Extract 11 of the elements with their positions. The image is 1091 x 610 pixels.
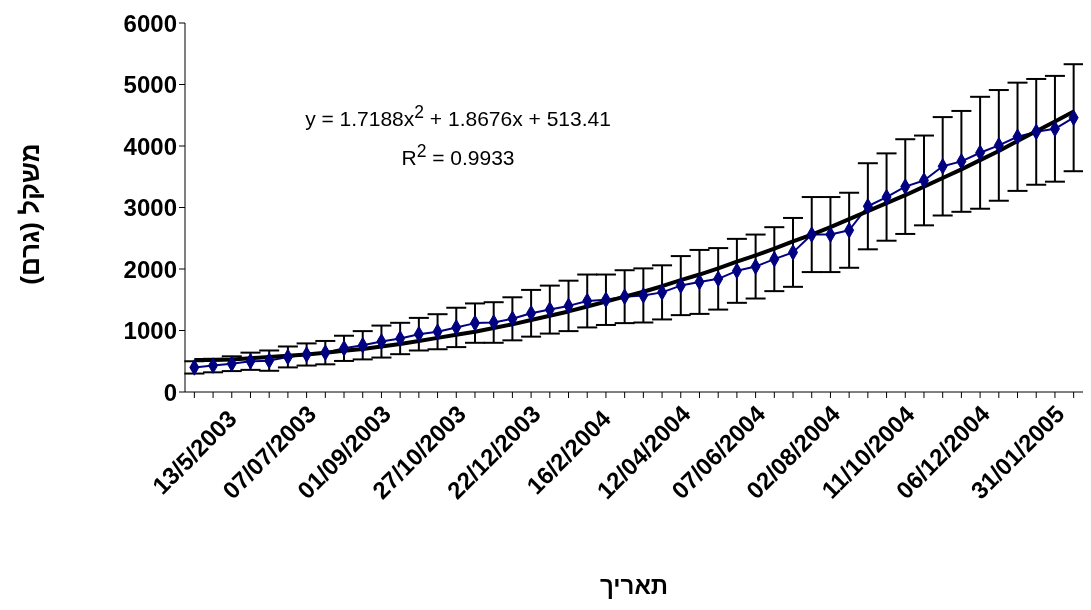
y-tick-label: 3000 xyxy=(123,194,177,222)
annotation: R$^{2}$ = 0.9933 xyxy=(400,140,516,171)
y-tick-label: 5000 xyxy=(123,71,177,99)
y-tick-label: 0 xyxy=(163,378,177,406)
y-axis-title: משקל (גרם) xyxy=(14,143,46,285)
x-axis-title: תאריך xyxy=(599,572,669,599)
y-tick-label: 2000 xyxy=(123,255,177,283)
y-tick-label: 6000 xyxy=(123,9,177,37)
y-tick-label: 1000 xyxy=(123,317,177,345)
y-tick-label: 4000 xyxy=(123,132,177,160)
annotation: y = 1.7188x$^{2}$ + 1.8676x + 513.41 xyxy=(304,101,612,132)
